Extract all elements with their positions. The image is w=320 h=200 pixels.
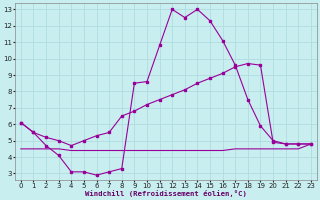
X-axis label: Windchill (Refroidissement éolien,°C): Windchill (Refroidissement éolien,°C) [85,190,247,197]
